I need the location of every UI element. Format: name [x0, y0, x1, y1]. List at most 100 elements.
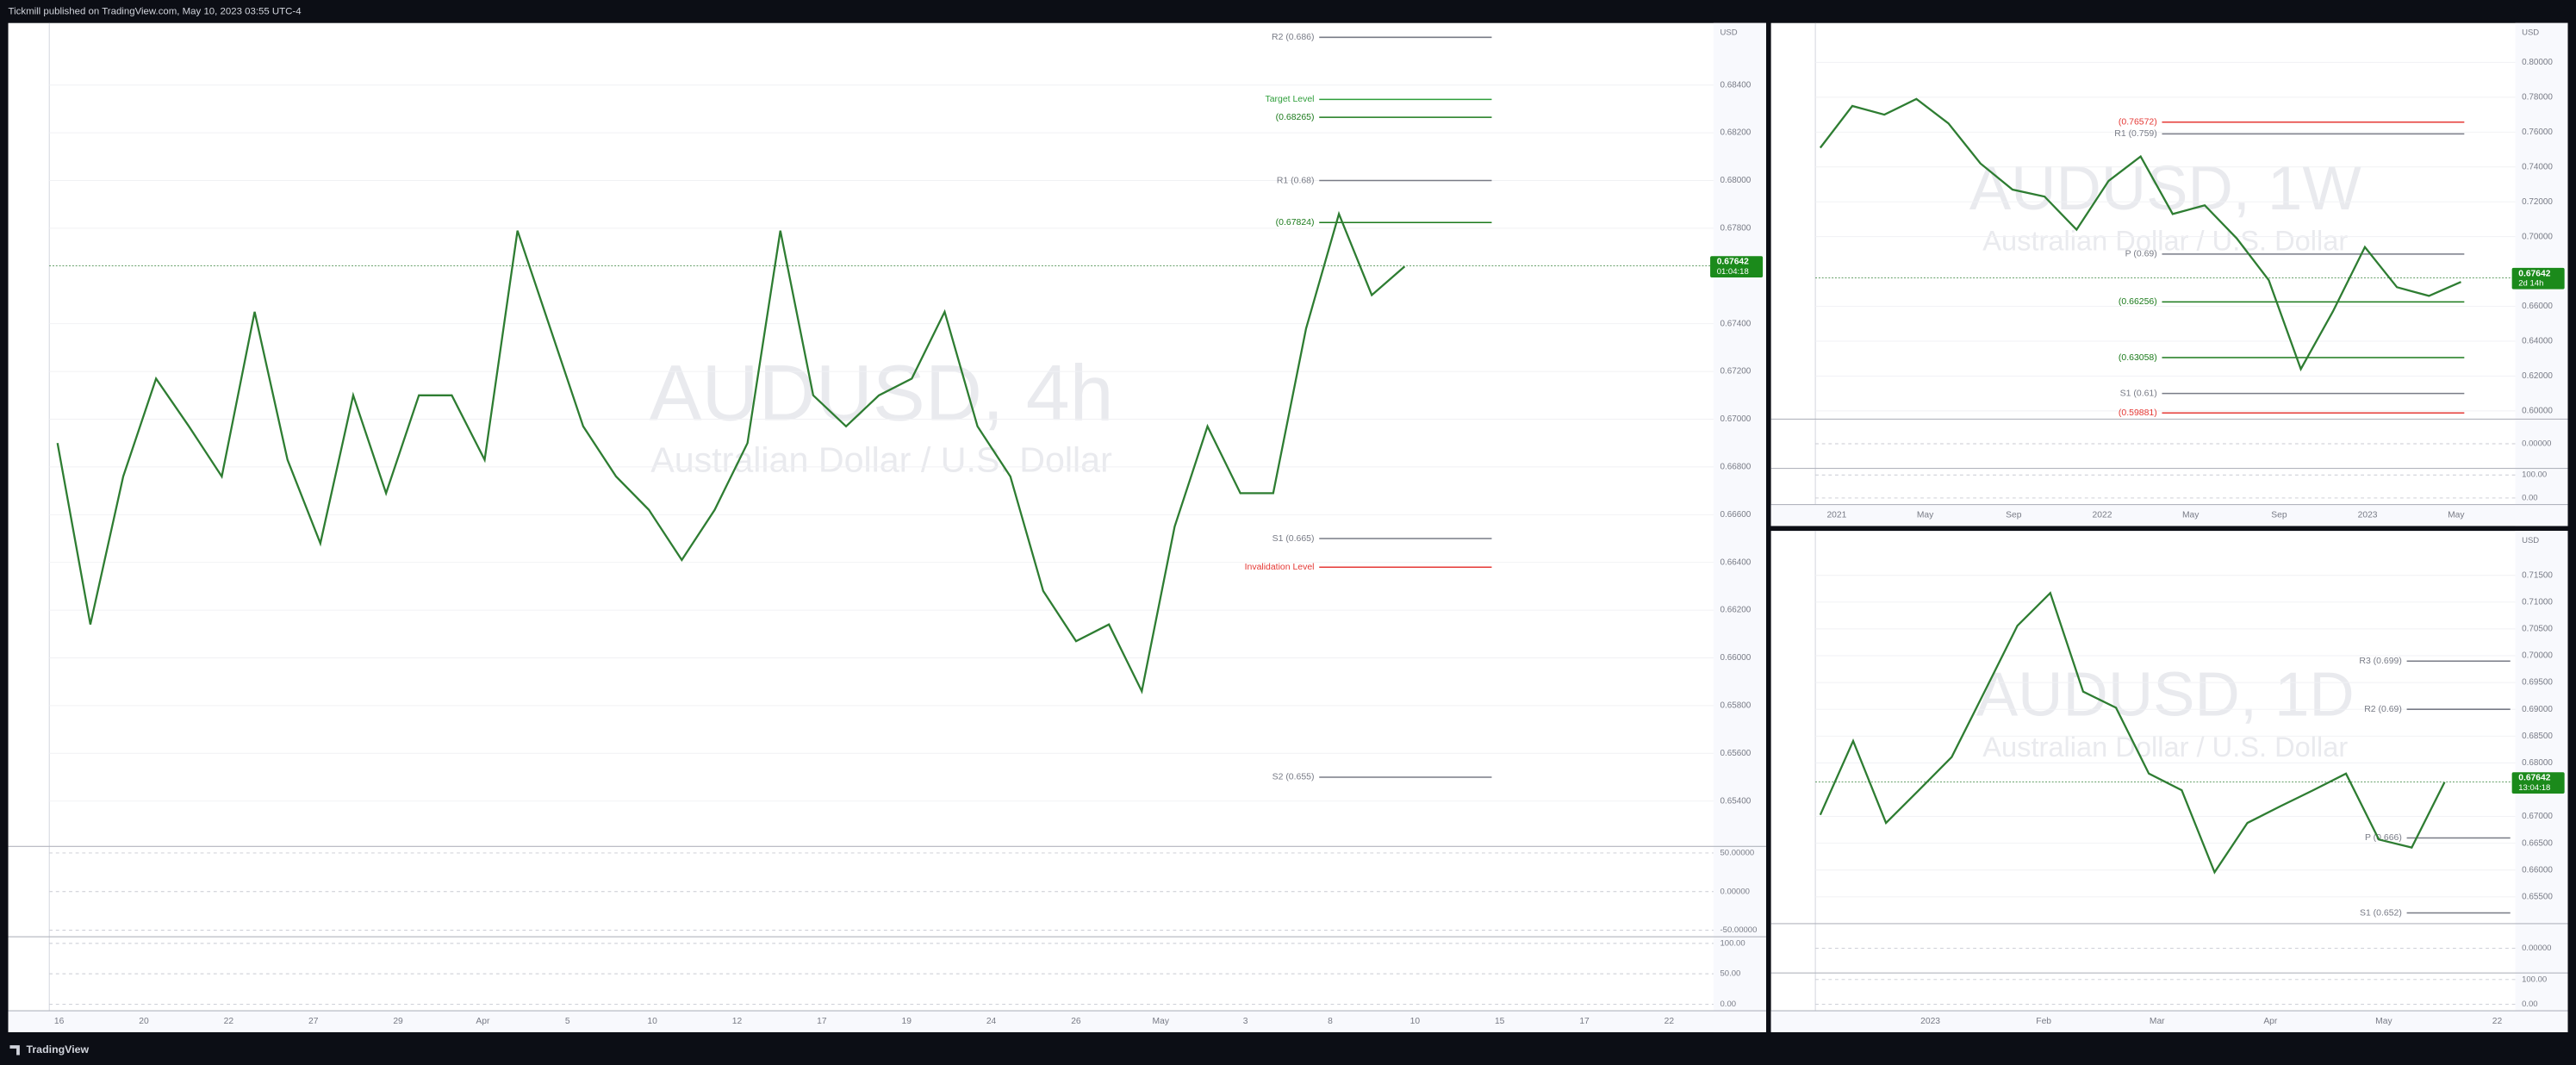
x-tick-label: Apr: [476, 1017, 490, 1026]
x-tick-label: 29: [393, 1017, 403, 1026]
indicator-label: 0.00: [1720, 1000, 1737, 1009]
watermark-title: AUDUSD, 1D: [1976, 660, 2355, 730]
x-tick-label: 10: [1410, 1017, 1421, 1026]
x-tick-label: 27: [308, 1017, 319, 1026]
level-label: (0.63058): [2119, 353, 2157, 363]
watermark-title: AUDUSD, 1W: [1969, 153, 2362, 223]
y-tick-label: 0.68000: [1720, 176, 1752, 185]
level-label: (0.67824): [1276, 218, 1315, 227]
axis-unit: USD: [2522, 536, 2539, 545]
x-tick-label: 17: [1579, 1017, 1590, 1026]
y-tick-label: 0.76000: [2522, 128, 2553, 137]
y-tick-label: 0.67200: [1720, 367, 1752, 377]
x-tick-label: 15: [1495, 1017, 1505, 1026]
y-tick-label: 0.66200: [1720, 606, 1752, 615]
x-tick-label: 8: [1328, 1017, 1333, 1026]
watermark-subtitle: Australian Dollar / U.S. Dollar: [1982, 225, 2348, 257]
level-label: (0.68265): [1276, 113, 1315, 122]
last-price-label: 0.67642: [2518, 774, 2550, 783]
level-label: (0.76572): [2119, 118, 2157, 128]
y-tick-label: 0.67400: [1720, 319, 1752, 328]
y-tick-label: 0.68000: [2522, 758, 2553, 768]
x-tick-label: Feb: [2036, 1017, 2051, 1026]
level-label: R2 (0.69): [2364, 705, 2402, 714]
level-label: S1 (0.652): [2360, 908, 2402, 918]
x-tick-label: 26: [1071, 1017, 1081, 1026]
y-tick-label: 0.68500: [2522, 732, 2553, 741]
y-tick-label: 0.66400: [1720, 557, 1752, 567]
last-price-box: [2511, 267, 2565, 290]
y-tick-label: 0.67000: [1720, 414, 1752, 424]
y-tick-label: 0.71000: [2522, 597, 2553, 607]
time-axis: [1770, 504, 2568, 526]
x-tick-label: May: [2448, 511, 2465, 520]
indicator-label: 100.00: [2522, 975, 2547, 984]
y-tick-label: 0.67800: [1720, 224, 1752, 234]
level-label: Target Level: [1265, 95, 1314, 104]
price-axis: [1713, 22, 1766, 1032]
price-line: [1819, 591, 2446, 875]
x-tick-label: May: [1153, 1017, 1170, 1026]
indicator-label: 100.00: [2522, 470, 2547, 480]
price-line: [56, 210, 1406, 694]
y-tick-label: 0.68400: [1720, 80, 1752, 90]
header-text: Tickmill published on TradingView.com, M…: [9, 6, 302, 16]
level-label: S2 (0.655): [1272, 773, 1315, 782]
level-label: P (0.69): [2125, 250, 2157, 259]
indicator-label: -50.00000: [1720, 925, 1758, 935]
countdown-label: 2d 14h: [2518, 279, 2543, 289]
y-tick-label: 0.64000: [2522, 337, 2553, 346]
y-tick-label: 0.66000: [1720, 653, 1752, 663]
x-tick-label: Sep: [2006, 511, 2022, 520]
level-label: R1 (0.68): [1277, 176, 1315, 185]
y-tick-label: 0.70500: [2522, 625, 2553, 634]
x-tick-label: 12: [732, 1017, 743, 1026]
panel: [8, 22, 1766, 1032]
x-tick-label: Sep: [2271, 511, 2287, 520]
last-price-label: 0.67642: [1717, 258, 1749, 267]
y-tick-label: 0.65500: [2522, 892, 2553, 901]
y-tick-label: 0.65600: [1720, 749, 1752, 758]
axis-unit: USD: [1720, 28, 1738, 38]
time-axis: [1770, 1011, 2568, 1032]
x-tick-label: 16: [54, 1017, 65, 1026]
x-tick-label: May: [2182, 511, 2200, 520]
x-tick-label: 22: [224, 1017, 234, 1026]
axis-unit: USD: [2522, 28, 2539, 38]
countdown-label: 01:04:18: [1717, 267, 1749, 277]
x-tick-label: 20: [139, 1017, 149, 1026]
x-tick-label: 2022: [2093, 511, 2112, 520]
level-label: S1 (0.665): [1272, 534, 1315, 544]
x-tick-label: 22: [1664, 1017, 1675, 1026]
indicator-label: 50.00: [1720, 969, 1741, 979]
y-tick-label: 0.69500: [2522, 678, 2553, 688]
x-tick-label: 2021: [1826, 511, 1846, 520]
y-tick-label: 0.71500: [2522, 570, 2553, 580]
y-tick-label: 0.67000: [2522, 812, 2553, 821]
level-label: P (0.666): [2365, 833, 2402, 843]
x-tick-label: May: [2375, 1017, 2392, 1026]
level-label: (0.66256): [2119, 297, 2157, 307]
y-tick-label: 0.78000: [2522, 92, 2553, 102]
y-tick-label: 0.66000: [2522, 865, 2553, 875]
watermark-subtitle: Australian Dollar / U.S. Dollar: [650, 439, 1112, 479]
y-tick-label: 0.65800: [1720, 701, 1752, 711]
indicator-label: 0.00: [2522, 493, 2538, 502]
indicator-label: 0.00000: [2522, 944, 2551, 953]
x-tick-label: 3: [1243, 1017, 1248, 1026]
x-tick-label: 22: [2492, 1017, 2503, 1026]
y-tick-label: 0.72000: [2522, 197, 2553, 207]
x-tick-label: 5: [565, 1017, 570, 1026]
last-price-box: [2511, 772, 2565, 794]
x-tick-label: May: [1917, 511, 1934, 520]
y-tick-label: 0.66500: [2522, 838, 2553, 848]
level-label: Invalidation Level: [1245, 563, 1315, 572]
x-tick-label: 19: [901, 1017, 912, 1026]
indicator-label: 100.00: [1720, 938, 1745, 948]
logo-icon: [9, 1045, 20, 1056]
indicator-label: 0.00000: [2522, 439, 2551, 449]
y-tick-label: 0.69000: [2522, 705, 2553, 714]
level-label: S1 (0.61): [2120, 389, 2157, 398]
footer-logo: TradingView: [27, 1043, 90, 1056]
